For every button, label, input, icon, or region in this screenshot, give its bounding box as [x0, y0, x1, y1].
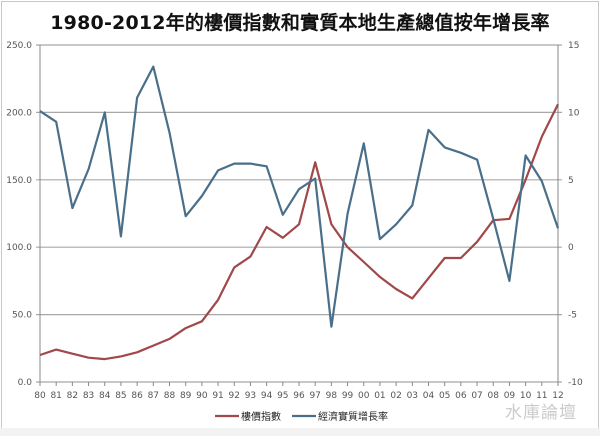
x-axis-tick-label: 88 [164, 391, 176, 401]
x-axis-tick-label: 06 [455, 391, 467, 401]
chart-title: 1980-2012年的樓價指數和實質本地生產總值按年增長率 [50, 12, 550, 34]
x-axis-tick-label: 80 [34, 391, 46, 401]
x-axis-tick-label: 10 [520, 391, 532, 401]
x-axis-tick-label: 97 [309, 391, 320, 401]
bottom-strip [0, 428, 600, 436]
x-axis-tick-label: 94 [261, 391, 273, 401]
x-axis-tick-label: 05 [439, 391, 450, 401]
right-axis-tick-label: -5 [568, 311, 577, 321]
right-axis-tick-label: 0 [568, 243, 574, 253]
x-axis-tick-label: 84 [99, 391, 111, 401]
x-axis-tick-label: 99 [342, 391, 354, 401]
left-axis-tick-label: 250.0 [6, 41, 32, 51]
watermark: 水庫論壇 [505, 403, 577, 423]
legend-item: 經濟實質增長率 [292, 410, 388, 423]
x-axis-tick-label: 83 [83, 391, 94, 401]
x-axis-tick-label: 95 [277, 391, 288, 401]
x-axis-tick-label: 91 [212, 391, 223, 401]
right-axis-tick-label: -10 [568, 378, 583, 388]
left-axis-tick-label: 0.0 [18, 378, 33, 388]
x-axis-tick-label: 02 [390, 391, 401, 401]
left-axis-tick-label: 50.0 [12, 311, 32, 321]
legend-label: 經濟實質增長率 [318, 410, 388, 423]
x-axis-tick-label: 92 [229, 391, 240, 401]
x-axis-tick-label: 90 [196, 391, 208, 401]
x-axis-tick-label: 04 [423, 391, 435, 401]
left-axis-tick-label: 100.0 [6, 243, 32, 253]
x-axis-tick-label: 09 [504, 391, 516, 401]
right-axis-tick-label: 15 [568, 41, 579, 51]
legend-item: 樓價指數 [215, 410, 281, 423]
left-axis-tick-label: 150.0 [6, 176, 32, 186]
series-line-property-index [39, 103, 559, 361]
legend-label: 樓價指數 [241, 410, 281, 423]
x-axis-tick-label: 00 [358, 391, 370, 401]
series-line-gdp-growth [39, 65, 560, 328]
x-axis-tick-label: 12 [552, 391, 563, 401]
x-axis-tick-label: 03 [407, 391, 418, 401]
x-axis-tick-label: 07 [471, 391, 482, 401]
x-axis-tick-label: 01 [374, 391, 385, 401]
x-axis-tick-label: 89 [180, 391, 192, 401]
left-axis-tick-label: 200.0 [6, 108, 32, 118]
x-axis-tick-label: 81 [50, 391, 61, 401]
right-axis-tick-label: 5 [568, 176, 574, 186]
x-axis-tick-label: 11 [536, 391, 547, 401]
x-axis-tick-label: 85 [115, 391, 126, 401]
x-axis-tick-label: 98 [326, 391, 338, 401]
x-axis-tick-label: 93 [245, 391, 256, 401]
x-axis-tick-label: 96 [293, 391, 305, 401]
x-axis-tick-label: 82 [67, 391, 78, 401]
x-axis-tick-label: 87 [148, 391, 159, 401]
x-axis-tick-label: 08 [488, 391, 500, 401]
x-axis-tick-label: 86 [131, 391, 143, 401]
right-axis-tick-label: 10 [568, 108, 580, 118]
